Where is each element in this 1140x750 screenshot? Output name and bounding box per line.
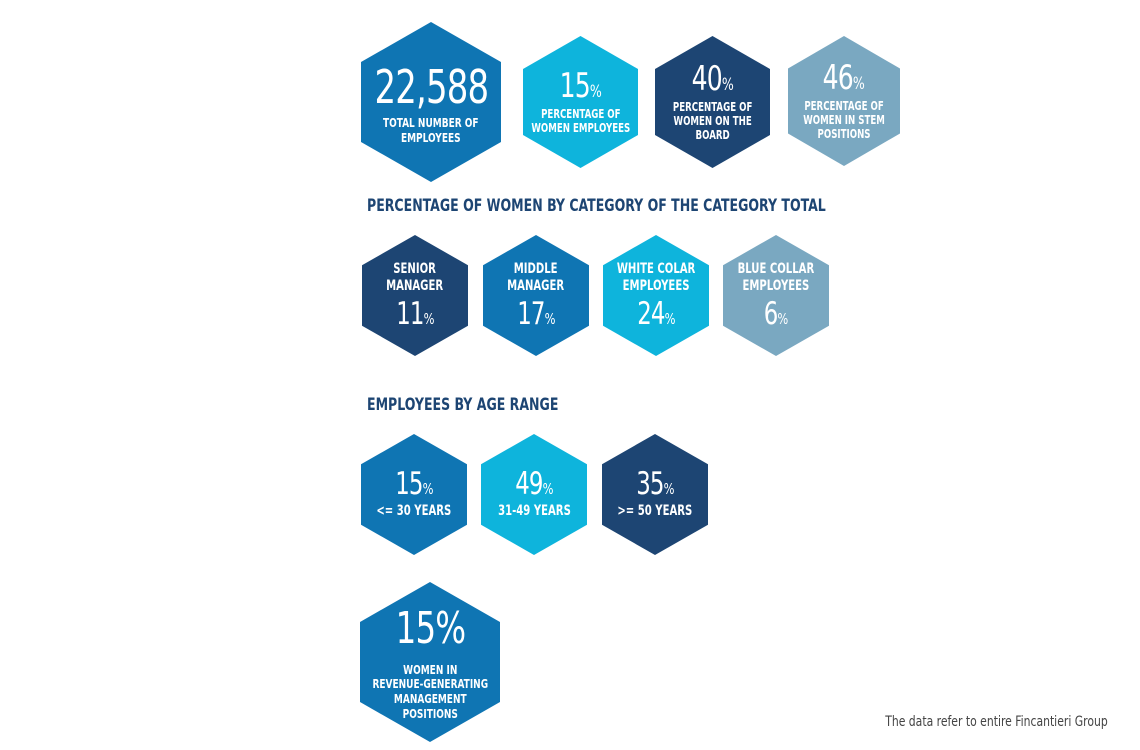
revenue-management-value: 15% — [395, 602, 466, 654]
age-31-49-hex: 49% 31-49 YEARS — [481, 434, 587, 555]
total-employees-value: 22,588 — [374, 60, 489, 115]
white-collar-label: WHITE COLAR EMPLOYEES — [616, 261, 696, 294]
revenue-management-hex: 15% WOMEN IN REVENUE-GENERATING MANAGEME… — [360, 582, 500, 742]
age-over-50-hex: 35% >= 50 YEARS — [602, 434, 708, 555]
age-over-50-label: >= 50 YEARS — [617, 503, 693, 520]
age-under-30-hex: 15% <= 30 YEARS — [361, 434, 467, 555]
senior-manager-label: SENIOR MANAGER — [386, 261, 444, 294]
women-board-value: 40% — [691, 58, 734, 99]
revenue-management-label: WOMEN IN REVENUE-GENERATING MANAGEMENT P… — [372, 661, 488, 721]
footnote: The data refer to entire Fincantieri Gro… — [885, 714, 1108, 730]
women-employees-label: PERCENTAGE OF WOMEN EMPLOYEES — [531, 106, 630, 135]
blue-collar-label: BLUE COLLAR EMPLOYEES — [737, 261, 815, 294]
total-employees-hex: 22,588 TOTAL NUMBER OF EMPLOYEES — [361, 22, 501, 182]
women-employees-value: 15% — [559, 65, 602, 106]
women-stem-hex: 46% PERCENTAGE OF WOMEN IN STEM POSITION… — [788, 36, 900, 166]
age-over-50-value: 35% — [635, 466, 675, 503]
middle-manager-value: 17% — [516, 295, 556, 332]
blue-collar-value: 6% — [763, 295, 789, 332]
middle-manager-hex: MIDDLE MANAGER 17% — [483, 235, 589, 356]
age-under-30-label: <= 30 YEARS — [376, 503, 452, 520]
women-employees-hex: 15% PERCENTAGE OF WOMEN EMPLOYEES — [523, 36, 638, 168]
white-collar-value: 24% — [636, 295, 676, 332]
age-under-30-value: 15% — [394, 466, 434, 503]
age-range-title: EMPLOYEES BY AGE RANGE — [367, 395, 559, 415]
age-31-49-label: 31-49 YEARS — [497, 503, 571, 520]
women-board-hex: 40% PERCENTAGE OF WOMEN ON THE BOARD — [655, 36, 770, 168]
blue-collar-hex: BLUE COLLAR EMPLOYEES 6% — [723, 235, 829, 356]
senior-manager-hex: SENIOR MANAGER 11% — [362, 235, 468, 356]
middle-manager-label: MIDDLE MANAGER — [507, 261, 565, 294]
white-collar-hex: WHITE COLAR EMPLOYEES 24% — [603, 235, 709, 356]
women-stem-value: 46% — [822, 57, 866, 98]
women-board-label: PERCENTAGE OF WOMEN ON THE BOARD — [672, 99, 753, 143]
age-31-49-value: 49% — [514, 466, 554, 503]
women-by-category-title: PERCENTAGE OF WOMEN BY CATEGORY OF THE C… — [367, 196, 826, 216]
total-employees-label: TOTAL NUMBER OF EMPLOYEES — [383, 115, 479, 145]
senior-manager-value: 11% — [395, 295, 435, 332]
women-stem-label: PERCENTAGE OF WOMEN IN STEM POSITIONS — [803, 98, 885, 142]
